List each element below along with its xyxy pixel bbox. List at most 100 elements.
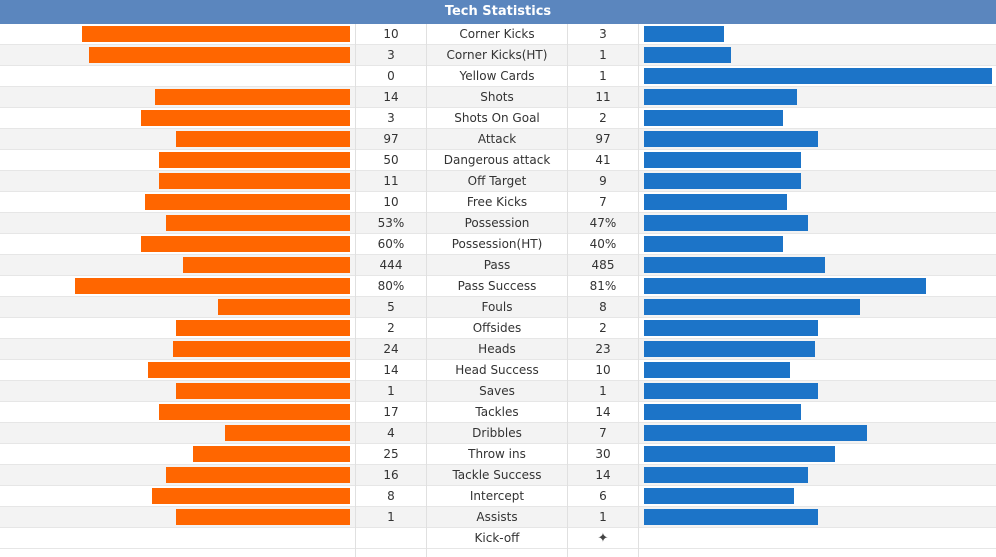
away-bar [644,320,818,336]
away-bar [644,278,926,294]
stat-label: Head Success [455,363,539,377]
away-bar [644,47,731,63]
away-value: 1 [599,69,607,83]
away-value: 1 [599,384,607,398]
home-bar [159,404,350,420]
away-bar [644,509,818,525]
home-bar [193,446,350,462]
stat-row: 3 Corner Kicks(HT) 1 [0,45,996,66]
column-divider [567,24,568,557]
stat-label: Shots On Goal [454,111,540,125]
stat-row: 10 Free Kicks 7 [0,192,996,213]
away-bar [644,26,724,42]
away-bar [644,173,801,189]
home-bar [166,467,350,483]
stat-row: Kick-off ✦ [0,528,996,549]
away-bar [644,257,825,273]
stat-row: 0 Yellow Cards 1 [0,66,996,87]
home-value: 25 [383,447,399,461]
home-value: 11 [383,174,399,188]
home-value: 0 [387,69,395,83]
away-bar [644,404,801,420]
stat-row: 14 Head Success 10 [0,360,996,381]
stat-label: Possession(HT) [451,237,543,251]
away-value: 97 [595,132,611,146]
column-divider [355,24,356,557]
away-bar [644,425,867,441]
stat-label: Corner Kicks(HT) [446,48,548,62]
home-value: 17 [383,405,399,419]
home-value: 2 [387,321,395,335]
home-bar [176,383,350,399]
stat-row: 10 Corner Kicks 3 [0,24,996,45]
home-bar [176,131,350,147]
away-value: 3 [599,27,607,41]
column-divider [426,24,427,557]
home-bar [166,215,350,231]
home-value: 60% [377,237,405,251]
home-value: 4 [387,426,395,440]
away-value: 9 [599,174,607,188]
away-bar [644,152,801,168]
away-value: 10 [595,363,611,377]
away-bar [644,446,835,462]
stat-row: 14 Shots 11 [0,87,996,108]
home-bar [152,488,350,504]
stat-label: Yellow Cards [459,69,535,83]
stat-label: Tackle Success [452,468,542,482]
away-value: 2 [599,321,607,335]
stat-row: 5 Fouls 8 [0,297,996,318]
home-bar [218,299,350,315]
home-value: 10 [383,27,399,41]
away-value: 47% [589,216,617,230]
stat-label: Attack [477,132,517,146]
stat-label: Intercept [469,489,525,503]
home-bar [75,278,350,294]
away-value: 14 [595,405,611,419]
stat-label: Pass [483,258,511,272]
stat-label: Pass Success [457,279,537,293]
away-value: 2 [599,111,607,125]
away-value: 81% [589,279,617,293]
stat-label: Fouls [481,300,513,314]
away-bar [644,110,783,126]
away-bar [644,131,818,147]
stat-label: Dangerous attack [443,153,551,167]
column-divider [638,24,639,557]
away-value: 1 [599,510,607,524]
stat-label: Possession [464,216,530,230]
home-bar [148,362,350,378]
home-bar [176,509,350,525]
away-value: 41 [595,153,611,167]
away-value: 7 [599,195,607,209]
away-value: 40% [589,237,617,251]
home-value: 5 [387,300,395,314]
home-value: 10 [383,195,399,209]
stat-row: 2 Offsides 2 [0,318,996,339]
home-value: 8 [387,489,395,503]
away-value: 6 [599,489,607,503]
away-bar [644,194,787,210]
stat-label: Throw ins [468,447,526,461]
stat-row: 60% Possession(HT) 40% [0,234,996,255]
stat-row: 97 Attack 97 [0,129,996,150]
home-bar [159,152,350,168]
stat-row: 24 Heads 23 [0,339,996,360]
away-value: 23 [595,342,611,356]
kickoff-icon: ✦ [597,531,609,546]
away-value: 7 [599,426,607,440]
stat-row: 1 Assists 1 [0,507,996,528]
home-bar [82,26,350,42]
away-bar [644,383,818,399]
stat-row: 8 Intercept 6 [0,486,996,507]
stat-row: 1 Saves 1 [0,381,996,402]
stat-label: Dribbles [472,426,522,440]
home-value: 16 [383,468,399,482]
home-value: 1 [387,384,395,398]
away-bar [644,89,797,105]
home-value: 1 [387,510,395,524]
home-value: 97 [383,132,399,146]
home-bar [159,173,350,189]
home-bar [173,341,350,357]
away-bar [644,488,794,504]
